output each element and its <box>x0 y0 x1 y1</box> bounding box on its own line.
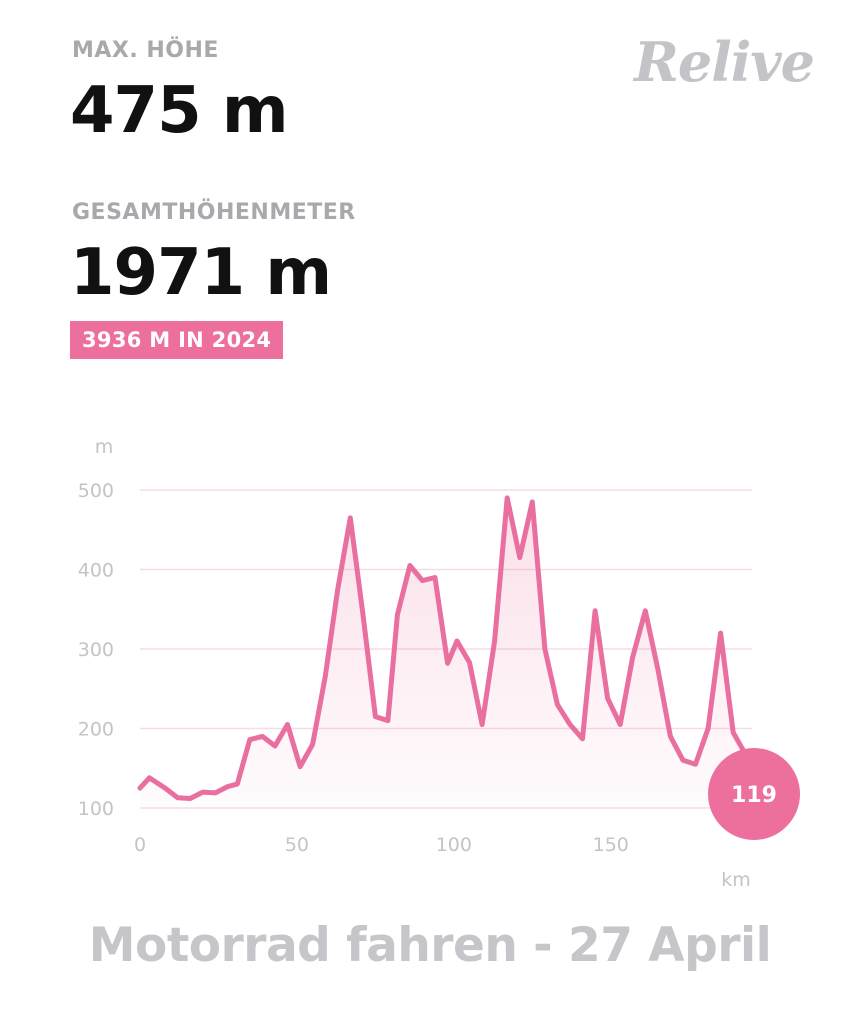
activity-title: Motorrad fahren - 27 April <box>88 918 772 973</box>
elevation-gain-label: GESAMTHÖHENMETER <box>72 200 356 225</box>
y-tick-label: 200 <box>78 719 114 741</box>
elevation-chart: 100 200 300 400 500 m 0 50 100 150 km 119 <box>78 436 800 891</box>
x-tick-label: 150 <box>593 834 629 856</box>
y-tick-label: 300 <box>78 639 114 661</box>
max-altitude-value: 475 m <box>70 74 289 148</box>
x-tick-label: 50 <box>285 834 309 856</box>
elevation-gain-value: 1971 m <box>70 236 332 310</box>
y-tick-label: 100 <box>78 798 114 820</box>
end-marker-label: 119 <box>731 783 777 808</box>
y-tick-label: 400 <box>78 560 114 582</box>
elevation-line <box>137 495 752 801</box>
y-tick-label: 500 <box>78 480 114 502</box>
x-tick-label: 100 <box>436 834 472 856</box>
relive-logo: Relive <box>634 30 815 94</box>
end-marker <box>708 748 800 840</box>
max-altitude-label: MAX. HÖHE <box>72 38 219 63</box>
x-axis-label: km <box>721 869 751 891</box>
x-tick-label: 0 <box>134 834 146 856</box>
year-total-badge: 3936 M IN 2024 <box>70 321 284 359</box>
y-axis-label: m <box>95 436 114 458</box>
